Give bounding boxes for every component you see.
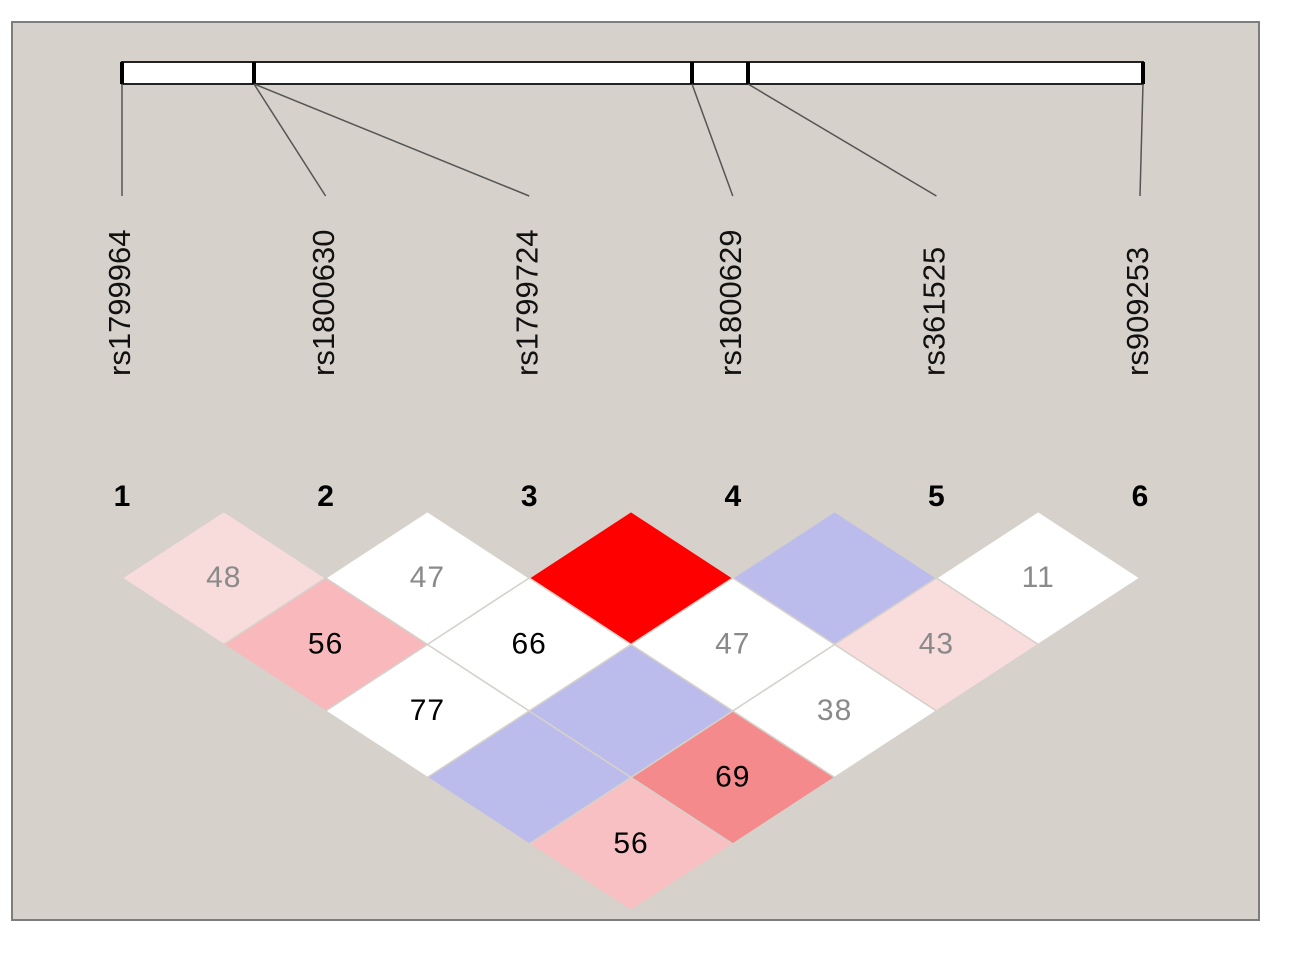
ld-value: 38 [817,694,852,727]
ld-value: 47 [715,627,750,660]
snp-number: 6 [1132,480,1149,513]
snp-name: rs1799964 [102,229,137,376]
snp-number: 4 [724,480,741,513]
snp-number: 2 [317,480,334,513]
ld-cell [527,776,735,912]
snp-name: rs909253 [1120,247,1155,376]
snp-number: 3 [521,480,538,513]
snp-number: 5 [928,480,945,513]
gene-bar [121,61,1144,85]
snp-name: rs1800629 [713,229,748,376]
ld-value: 77 [410,694,445,727]
ld-value: 56 [308,627,343,660]
ld-value: 11 [1022,561,1055,594]
connector [253,83,530,197]
ld-value: 66 [512,627,547,660]
ld-value: 43 [919,627,954,660]
ld-value: 48 [206,561,241,594]
connector [747,83,937,197]
snp-number: 1 [114,480,131,513]
ld-value: 69 [715,760,750,793]
connector [1139,83,1144,197]
connector [691,83,734,197]
snp-name: rs1800630 [306,229,341,376]
snp-name: rs1799724 [509,229,544,376]
snp-name: rs361525 [917,247,952,376]
ld-value: 56 [613,827,648,860]
connector [253,83,327,197]
ld-value: 47 [410,561,445,594]
